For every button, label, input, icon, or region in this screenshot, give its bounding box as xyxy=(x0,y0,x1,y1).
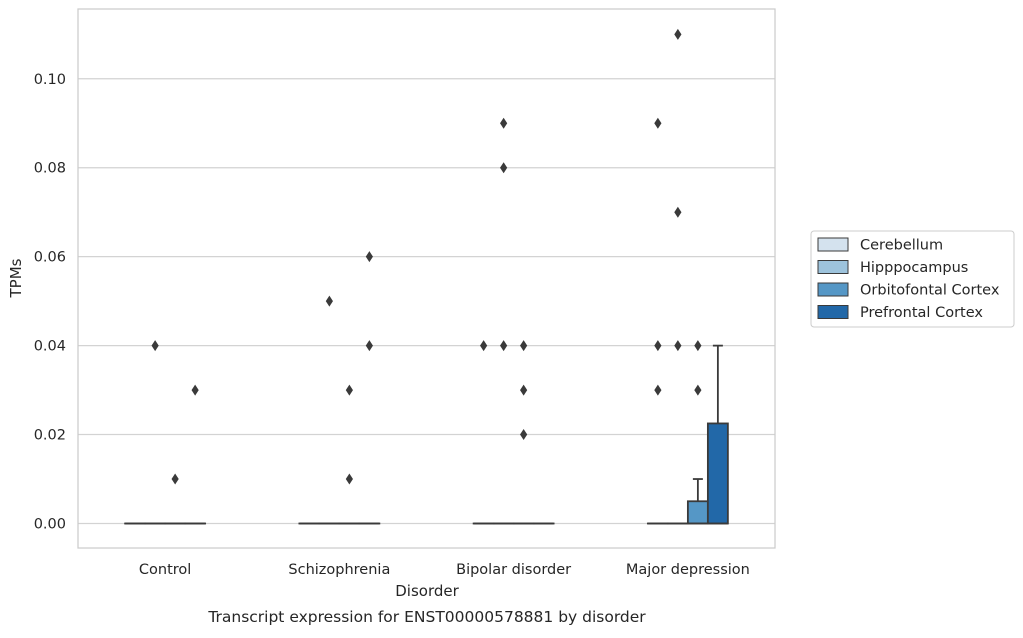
outlier-point xyxy=(346,385,353,396)
x-axis-label: Disorder xyxy=(395,582,459,600)
x-tick-label: Bipolar disorder xyxy=(456,562,571,578)
outlier-point xyxy=(654,340,661,351)
x-tick-label: Control xyxy=(139,562,191,578)
legend-label: Orbitofontal Cortex xyxy=(860,283,1000,299)
y-axis-label: TPMs xyxy=(7,258,25,298)
gridlines xyxy=(78,79,775,524)
box-plot xyxy=(688,479,708,523)
legend-label: Hipppocampus xyxy=(860,260,968,276)
outlier-point xyxy=(480,340,487,351)
legend: Cerebellum Hipppocampus Orbitofontal Corte… xyxy=(811,231,1014,327)
legend-swatch xyxy=(818,306,848,319)
box-body xyxy=(708,423,728,523)
y-tick-label: 0.06 xyxy=(34,250,66,266)
outlier-point xyxy=(366,251,373,262)
outlier-point xyxy=(326,296,333,307)
y-tick-label: 0.00 xyxy=(34,517,66,533)
outlier-point xyxy=(520,340,527,351)
outlier-point xyxy=(192,385,199,396)
outlier-point xyxy=(152,340,159,351)
x-tick-label: Schizophrenia xyxy=(288,562,390,578)
legend-label: Cerebellum xyxy=(860,238,943,254)
outlier-point xyxy=(172,474,179,485)
y-tick-label: 0.04 xyxy=(34,339,66,355)
box-body xyxy=(688,501,708,523)
x-tick-label: Major depression xyxy=(626,562,750,578)
outlier-point xyxy=(654,118,661,129)
outlier-point xyxy=(500,118,507,129)
y-tick-label: 0.08 xyxy=(34,161,66,177)
outlier-point xyxy=(654,385,661,396)
chart-caption: Transcript expression for ENST0000057888… xyxy=(207,608,646,626)
outlier-point xyxy=(674,207,681,218)
legend-swatch xyxy=(818,238,848,251)
outlier-point xyxy=(674,340,681,351)
plot-frame xyxy=(78,9,775,548)
box-plot xyxy=(708,346,728,524)
y-tick-label: 0.02 xyxy=(34,428,66,444)
x-tick-labels: Control Schizophrenia Bipolar disorder Majo… xyxy=(139,562,750,578)
outlier-point xyxy=(520,429,527,440)
outlier-point xyxy=(674,29,681,40)
y-tick-label: 0.10 xyxy=(34,72,66,88)
legend-label: Prefrontal Cortex xyxy=(860,305,983,321)
y-tick-labels: 0.00 0.02 0.04 0.06 0.08 0.10 xyxy=(34,72,66,533)
outlier-point xyxy=(346,474,353,485)
legend-swatch xyxy=(818,283,848,296)
outlier-point xyxy=(694,385,701,396)
outlier-point xyxy=(366,340,373,351)
outlier-point xyxy=(520,385,527,396)
outlier-point xyxy=(500,340,507,351)
outlier-point xyxy=(694,340,701,351)
legend-swatch xyxy=(818,261,848,274)
outlier-point xyxy=(500,162,507,173)
